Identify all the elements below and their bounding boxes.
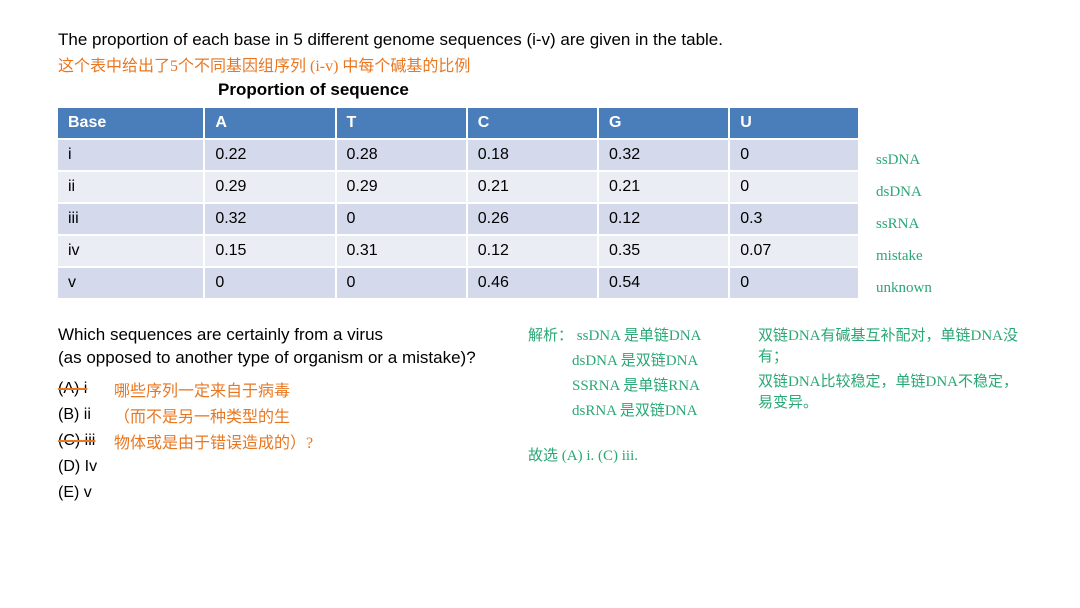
cell: 0.35 xyxy=(598,235,729,267)
table-row: v 0 0 0.46 0.54 0 xyxy=(58,267,858,298)
cell: 0.46 xyxy=(467,267,598,298)
explanation: 解析： ssDNA 是单链DNA dsDNA 是双链DNA SSRNA 是单链R… xyxy=(528,324,1030,506)
table-row: i 0.22 0.28 0.18 0.32 0 xyxy=(58,139,858,171)
cell: 0.28 xyxy=(336,139,467,171)
choices-list: (A) i 哪些序列一定来自于病毒 (B) ii （而不是另一种类型的生 (C)… xyxy=(58,376,528,506)
col-t: T xyxy=(336,108,467,139)
far-line: 双链DNA有碱基互补配对，单链DNA没有； xyxy=(758,324,1030,366)
row-note: mistake xyxy=(876,240,932,272)
choice-note: （而不是另一种类型的生 xyxy=(114,403,290,427)
question-translation: 这个表中给出了5个不同基因组序列 (i-v) 中每个碱基的比例 xyxy=(58,52,1030,76)
cell: 0 xyxy=(336,267,467,298)
cell: 0.21 xyxy=(467,171,598,203)
cell: 0 xyxy=(729,171,858,203)
exp-line: ssDNA 是单链DNA xyxy=(577,328,702,344)
cell: 0.32 xyxy=(598,139,729,171)
table-row: iv 0.15 0.31 0.12 0.35 0.07 xyxy=(58,235,858,267)
cell: 0 xyxy=(729,267,858,298)
col-c: C xyxy=(467,108,598,139)
cell: 0 xyxy=(336,203,467,235)
row-label: iv xyxy=(58,235,204,267)
cell: 0.31 xyxy=(336,235,467,267)
cell: 0.29 xyxy=(204,171,335,203)
choice-e: (E) v xyxy=(58,484,108,502)
question-choices: Which sequences are certainly from a vir… xyxy=(58,324,528,506)
choice-row: (C) iii 物体或是由于错误造成的）? xyxy=(58,428,528,454)
row-note: unknown xyxy=(876,272,932,304)
row-note: ssDNA xyxy=(876,144,932,176)
table-row: ii 0.29 0.29 0.21 0.21 0 xyxy=(58,171,858,203)
far-notes: 双链DNA有碱基互补配对，单链DNA没有； 双链DNA比较稳定，单链DNA不稳定… xyxy=(758,324,1030,506)
sub-q-line2: (as opposed to another type of organism … xyxy=(58,348,476,367)
question-text: The proportion of each base in 5 differe… xyxy=(58,30,1030,50)
col-base: Base xyxy=(58,108,204,139)
col-a: A xyxy=(204,108,335,139)
cell: 0.12 xyxy=(598,203,729,235)
col-g: G xyxy=(598,108,729,139)
choice-c: (C) iii xyxy=(58,432,108,450)
choice-note: 哪些序列一定来自于病毒 xyxy=(114,377,290,401)
choice-a: (A) i xyxy=(58,380,108,398)
cell: 0.21 xyxy=(598,171,729,203)
cell: 0.3 xyxy=(729,203,858,235)
sub-question: Which sequences are certainly from a vir… xyxy=(58,324,528,370)
row-annotations: ssDNA dsDNA ssRNA mistake unknown xyxy=(876,144,932,304)
cell: 0.26 xyxy=(467,203,598,235)
bottom-section: Which sequences are certainly from a vir… xyxy=(58,324,1030,506)
cell: 0.12 xyxy=(467,235,598,267)
table-row: iii 0.32 0 0.26 0.12 0.3 xyxy=(58,203,858,235)
table-title: Proportion of sequence xyxy=(218,80,1030,100)
exp-title: 解析： ssDNA 是单链DNA xyxy=(528,324,758,345)
cell: 0.54 xyxy=(598,267,729,298)
table-header-row: Base A T C G U xyxy=(58,108,858,139)
choice-row: (E) v xyxy=(58,480,528,506)
col-u: U xyxy=(729,108,858,139)
row-label: iii xyxy=(58,203,204,235)
far-line: 双链DNA比较稳定，单链DNA不稳定，易变异。 xyxy=(758,370,1030,412)
choice-note: 物体或是由于错误造成的）? xyxy=(114,429,313,453)
row-label: v xyxy=(58,267,204,298)
exp-line: dsRNA 是双链DNA xyxy=(528,399,758,420)
exp-line: SSRNA 是单链RNA xyxy=(528,374,758,395)
answer-line: 故选 (A) i. (C) iii. xyxy=(528,444,758,465)
table-container: Base A T C G U i 0.22 0.28 0.18 0.32 0 i… xyxy=(58,108,1030,304)
mid-notes: 解析： ssDNA 是单链DNA dsDNA 是双链DNA SSRNA 是单链R… xyxy=(528,324,758,506)
cell: 0.29 xyxy=(336,171,467,203)
cell: 0.22 xyxy=(204,139,335,171)
choice-row: (A) i 哪些序列一定来自于病毒 xyxy=(58,376,528,402)
choice-row: (D) Iv xyxy=(58,454,528,480)
cell: 0.15 xyxy=(204,235,335,267)
sub-q-line1: Which sequences are certainly from a vir… xyxy=(58,325,383,344)
cell: 0.18 xyxy=(467,139,598,171)
base-table: Base A T C G U i 0.22 0.28 0.18 0.32 0 i… xyxy=(58,108,858,298)
row-note: dsDNA xyxy=(876,176,932,208)
exp-label: 解析： xyxy=(528,328,573,344)
cell: 0 xyxy=(204,267,335,298)
choice-d: (D) Iv xyxy=(58,458,108,476)
exp-line: dsDNA 是双链DNA xyxy=(528,349,758,370)
choice-b: (B) ii xyxy=(58,406,108,424)
cell: 0.07 xyxy=(729,235,858,267)
choice-row: (B) ii （而不是另一种类型的生 xyxy=(58,402,528,428)
cell: 0.32 xyxy=(204,203,335,235)
row-label: ii xyxy=(58,171,204,203)
row-label: i xyxy=(58,139,204,171)
cell: 0 xyxy=(729,139,858,171)
row-note: ssRNA xyxy=(876,208,932,240)
